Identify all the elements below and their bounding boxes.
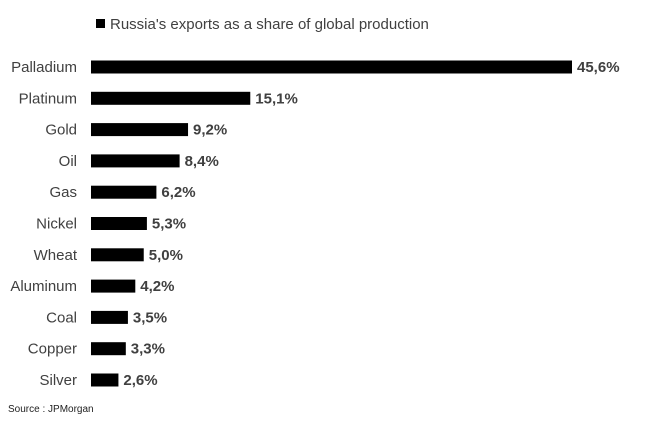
bar: [91, 310, 128, 324]
bar: [91, 279, 136, 293]
value-label: 6,2%: [161, 184, 195, 201]
legend-swatch: [96, 19, 105, 28]
category-label: Platinum: [19, 90, 77, 107]
value-label: 3,3%: [131, 341, 165, 358]
category-label: Oil: [59, 153, 77, 170]
category-label: Coal: [46, 309, 77, 326]
category-label: Silver: [39, 372, 77, 389]
category-label: Wheat: [34, 247, 78, 264]
bar: [91, 60, 572, 74]
value-label: 8,4%: [185, 153, 219, 170]
value-label: 5,3%: [152, 216, 186, 233]
category-label: Copper: [28, 341, 77, 358]
value-label: 9,2%: [193, 122, 227, 139]
bar: [91, 185, 157, 199]
source-note: Source : JPMorgan: [8, 404, 94, 415]
category-label: Aluminum: [10, 278, 77, 295]
category-label: Gas: [49, 184, 77, 201]
value-label: 45,6%: [577, 59, 620, 76]
value-label: 4,2%: [140, 278, 174, 295]
bar: [91, 91, 251, 105]
bar: [91, 373, 119, 387]
value-label: 15,1%: [255, 90, 298, 107]
value-label: 2,6%: [123, 372, 157, 389]
category-label: Gold: [45, 122, 77, 139]
legend: Russia's exports as a share of global pr…: [96, 16, 429, 33]
category-label: Palladium: [11, 59, 77, 76]
bar: [91, 248, 144, 262]
bar: [91, 342, 126, 356]
value-label: 5,0%: [149, 247, 183, 264]
bar: [91, 217, 147, 230]
bar: [91, 154, 180, 168]
bars-group: Palladium 45,6% Platinum 15,1% Gold 9,2% Oil 8,…: [10, 59, 619, 389]
category-label: Nickel: [36, 216, 77, 233]
value-label: 3,5%: [133, 309, 167, 326]
bar: [91, 123, 189, 137]
legend-label: Russia's exports as a share of global pr…: [110, 16, 429, 33]
